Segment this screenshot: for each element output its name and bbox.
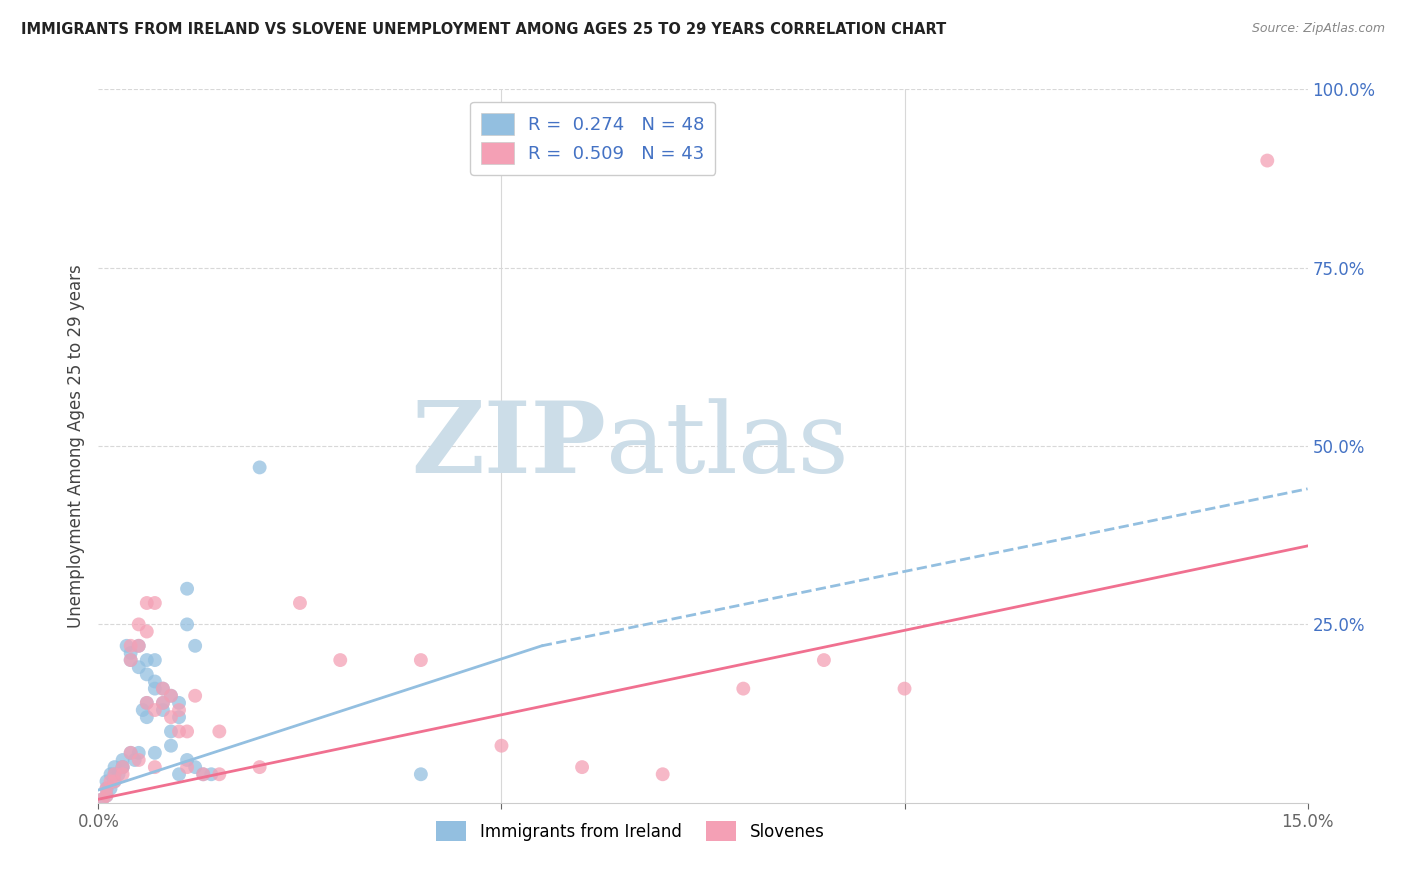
Point — [103, 760, 125, 774]
Point — [176, 617, 198, 632]
Point — [103, 767, 125, 781]
Legend: Immigrants from Ireland, Slovenes: Immigrants from Ireland, Slovenes — [430, 814, 831, 848]
Point — [143, 653, 166, 667]
Point — [143, 760, 166, 774]
Point — [135, 696, 157, 710]
Point — [176, 760, 198, 774]
Point — [100, 781, 122, 796]
Point — [193, 767, 215, 781]
Point — [128, 639, 150, 653]
Point — [103, 767, 125, 781]
Point — [813, 653, 835, 667]
Point — [120, 639, 142, 653]
Point — [111, 760, 134, 774]
Point — [96, 781, 118, 796]
Point — [96, 789, 118, 803]
Point — [135, 710, 157, 724]
Point — [152, 681, 174, 696]
Point — [120, 746, 142, 760]
Point — [96, 781, 118, 796]
Point — [160, 710, 183, 724]
Point — [135, 653, 157, 667]
Point — [651, 767, 673, 781]
Point — [167, 767, 190, 781]
Y-axis label: Unemployment Among Ages 25 to 29 years: Unemployment Among Ages 25 to 29 years — [66, 264, 84, 628]
Point — [120, 646, 142, 660]
Point — [111, 753, 134, 767]
Point — [100, 767, 122, 781]
Point — [167, 696, 190, 710]
Point — [160, 739, 183, 753]
Point — [160, 689, 183, 703]
Point — [124, 753, 146, 767]
Point — [409, 653, 432, 667]
Point — [152, 696, 174, 710]
Point — [152, 681, 174, 696]
Point — [143, 746, 166, 760]
Point — [111, 760, 134, 774]
Point — [143, 674, 166, 689]
Point — [107, 767, 129, 781]
Text: atlas: atlas — [606, 398, 849, 494]
Point — [167, 724, 190, 739]
Point — [143, 681, 166, 696]
Text: ZIP: ZIP — [412, 398, 606, 494]
Point — [96, 774, 118, 789]
Point — [111, 760, 134, 774]
Point — [103, 774, 125, 789]
Point — [128, 746, 150, 760]
Point — [111, 767, 134, 781]
Point — [115, 639, 138, 653]
Point — [249, 760, 271, 774]
Point — [135, 596, 157, 610]
Point — [143, 596, 166, 610]
Point — [1256, 153, 1278, 168]
Point — [288, 596, 311, 610]
Point — [128, 660, 150, 674]
Point — [103, 774, 125, 789]
Point — [571, 760, 593, 774]
Point — [143, 703, 166, 717]
Text: Source: ZipAtlas.com: Source: ZipAtlas.com — [1251, 22, 1385, 36]
Point — [176, 724, 198, 739]
Point — [491, 739, 513, 753]
Point — [152, 696, 174, 710]
Point — [120, 746, 142, 760]
Point — [184, 760, 207, 774]
Point — [128, 753, 150, 767]
Point — [208, 724, 231, 739]
Point — [733, 681, 755, 696]
Point — [160, 724, 183, 739]
Point — [193, 767, 215, 781]
Point — [128, 639, 150, 653]
Point — [135, 624, 157, 639]
Point — [160, 689, 183, 703]
Point — [120, 653, 142, 667]
Point — [200, 767, 222, 781]
Point — [409, 767, 432, 781]
Point — [91, 792, 114, 806]
Point — [167, 703, 190, 717]
Point — [100, 774, 122, 789]
Point — [91, 792, 114, 806]
Point — [152, 703, 174, 717]
Text: IMMIGRANTS FROM IRELAND VS SLOVENE UNEMPLOYMENT AMONG AGES 25 TO 29 YEARS CORREL: IMMIGRANTS FROM IRELAND VS SLOVENE UNEMP… — [21, 22, 946, 37]
Point — [329, 653, 352, 667]
Point — [208, 767, 231, 781]
Point — [135, 696, 157, 710]
Point — [176, 753, 198, 767]
Point — [176, 582, 198, 596]
Point — [167, 710, 190, 724]
Point — [132, 703, 155, 717]
Point — [249, 460, 271, 475]
Point — [96, 789, 118, 803]
Point — [893, 681, 915, 696]
Point — [184, 689, 207, 703]
Point — [184, 639, 207, 653]
Point — [128, 617, 150, 632]
Point — [120, 653, 142, 667]
Point — [135, 667, 157, 681]
